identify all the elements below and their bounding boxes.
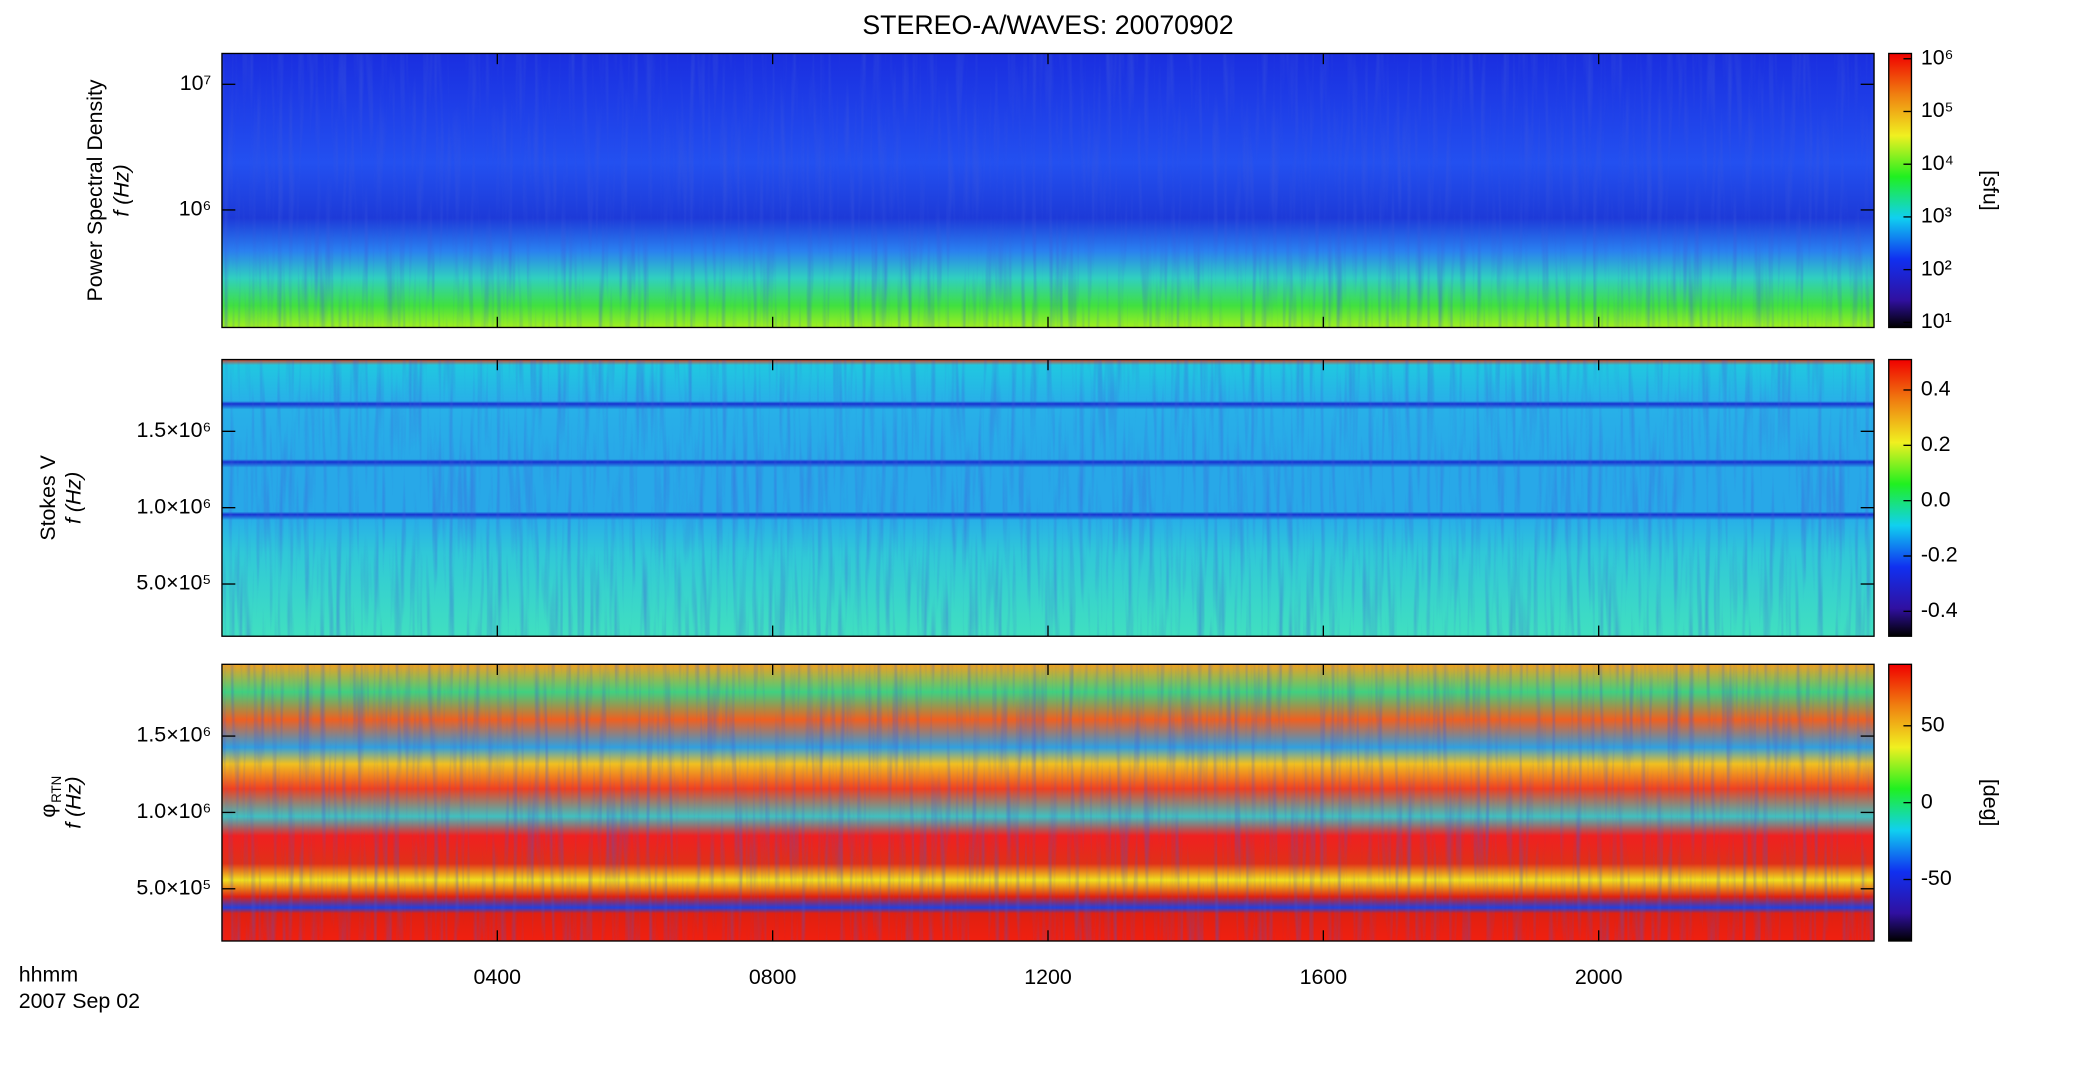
x-tick-label: 0800 — [749, 965, 797, 989]
colorbar-tick-label: -0.4 — [1921, 598, 1958, 622]
colorbar-tick-label: -50 — [1921, 866, 1952, 890]
colorbar-frame — [1888, 358, 1913, 637]
x-tick-label: 1200 — [1024, 965, 1072, 989]
y-axis-label-subscript: RTN — [49, 776, 64, 803]
y-axis-label: φ — [36, 804, 60, 818]
spectrogram-texture — [221, 664, 1875, 941]
y-axis-label: f (Hz) — [62, 472, 86, 524]
y-axis-label: f (Hz) — [62, 777, 86, 829]
y-tick-label: 1.0×10⁶ — [136, 494, 211, 518]
spectrogram-texture — [221, 53, 1875, 328]
colorbar-tick-label: 10⁵ — [1921, 98, 1954, 122]
y-tick-label: 10⁷ — [180, 71, 212, 95]
colorbar-tick-label: 10² — [1921, 256, 1952, 280]
y-tick-label: 5.0×10⁵ — [136, 875, 211, 899]
colorbar-tick-label: 0 — [1921, 789, 1933, 813]
y-tick-label: 1.0×10⁶ — [136, 799, 211, 823]
colorbar-tick-label: 10¹ — [1921, 309, 1952, 333]
x-axis-label: hhmm — [19, 962, 78, 986]
y-tick-label: 5.0×10⁵ — [136, 571, 211, 595]
colorbar-tick-label: 10⁶ — [1921, 45, 1954, 69]
colorbar — [1888, 664, 1912, 941]
chart-title: STEREO-A/WAVES: 20070902 — [862, 10, 1233, 40]
colorbar-tick-label: -0.2 — [1921, 543, 1958, 567]
colorbar — [1888, 53, 1912, 328]
y-axis-label: Stokes V — [36, 454, 60, 540]
colorbar-label: [deg] — [1978, 779, 2002, 827]
colorbar — [1888, 359, 1912, 637]
colorbar-tick-label: 10³ — [1921, 204, 1952, 228]
y-axis-label: Power Spectral Density — [83, 79, 107, 301]
colorbar-frame — [1888, 52, 1913, 329]
colorbar-tick-label: 10⁴ — [1921, 151, 1954, 175]
colorbar-tick-label: 0.0 — [1921, 487, 1951, 511]
spectrogram-texture — [221, 359, 1875, 637]
colorbar-tick-label: 50 — [1921, 712, 1945, 736]
y-axis-label: f (Hz) — [110, 164, 134, 216]
y-tick-label: 10⁶ — [179, 197, 212, 221]
colorbar-label: [sfu] — [1978, 170, 2002, 210]
colorbar-tick-label: 0.4 — [1921, 377, 1951, 401]
y-tick-label: 1.5×10⁶ — [136, 723, 211, 747]
x-tick-label: 0400 — [474, 965, 522, 989]
colorbar-tick-label: 0.2 — [1921, 432, 1951, 456]
y-tick-label: 1.5×10⁶ — [136, 418, 211, 442]
x-tick-label: 2000 — [1575, 965, 1623, 989]
x-axis-sublabel: 2007 Sep 02 — [19, 989, 140, 1013]
x-tick-label: 1600 — [1300, 965, 1348, 989]
